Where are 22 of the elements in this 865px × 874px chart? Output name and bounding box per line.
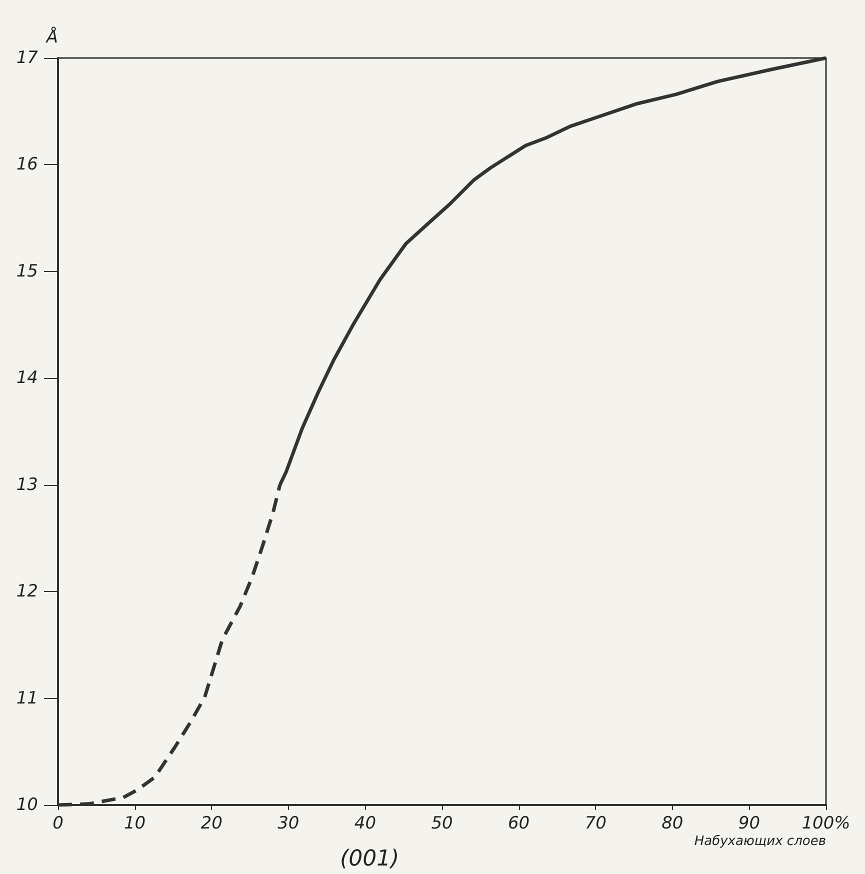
x-axis-title: Набухающих слоев (694, 834, 826, 849)
y-tick-label: 14 (16, 368, 38, 388)
x-tick-label: 80 (662, 814, 684, 834)
y-tick-label: 10 (16, 795, 38, 815)
y-tick-label: 16 (16, 154, 38, 175)
x-tick-label: 20 (200, 814, 222, 834)
y-axis-title: Å (45, 26, 58, 48)
x-tick-label: 50 (431, 814, 453, 834)
x-tick-label: 40 (354, 814, 376, 834)
y-tick-label: 17 (16, 48, 38, 68)
y-tick-label: 15 (16, 261, 38, 282)
x-tick-label: 0 (52, 814, 64, 834)
x-tick-label: 60 (508, 814, 530, 834)
x-tick-label: 30 (278, 814, 300, 834)
y-tick-label: 12 (16, 582, 38, 602)
text: (001) (340, 846, 400, 872)
x-tick-label: 90 (738, 814, 760, 834)
y-tick-label: 13 (16, 474, 38, 495)
y-tick-label: 11 (16, 688, 38, 708)
x-tick-label: 100% (802, 814, 850, 834)
x-tick-label: 10 (124, 814, 146, 834)
x-tick-label: 70 (584, 814, 606, 834)
